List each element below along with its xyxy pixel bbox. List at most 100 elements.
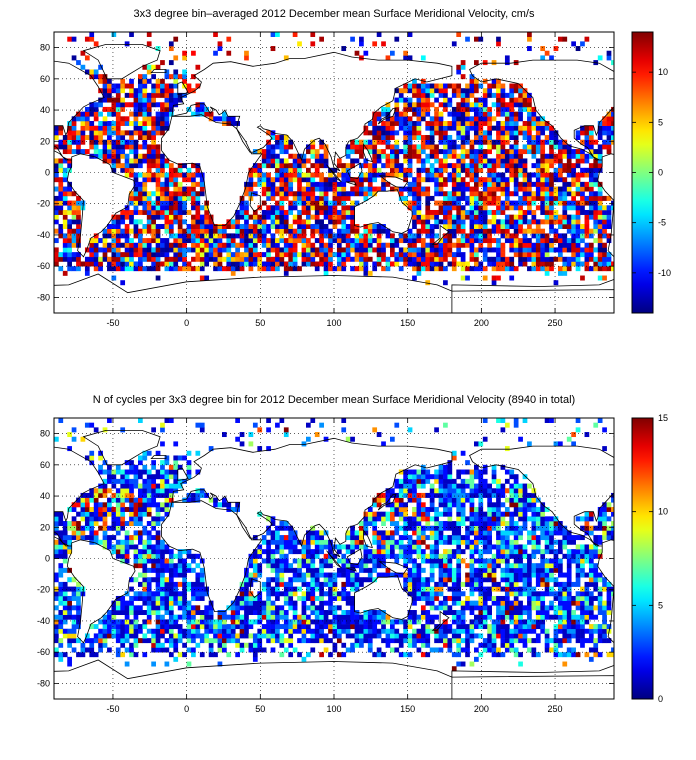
bin-cell	[412, 614, 417, 620]
bin-cell	[71, 139, 77, 145]
bin-cell	[558, 266, 563, 272]
bin-cell	[266, 195, 271, 201]
bin-cell	[155, 619, 161, 625]
bin-cell	[438, 200, 444, 206]
bin-cell	[540, 228, 546, 234]
bin-cell	[456, 64, 462, 70]
bin-cell	[522, 163, 528, 169]
bin-cell	[496, 595, 501, 601]
bin-cell	[283, 228, 289, 234]
bin-cell	[606, 214, 612, 220]
bin-cell	[283, 209, 289, 215]
bin-cell	[319, 619, 324, 625]
bin-cell	[84, 36, 90, 42]
bin-cell	[124, 158, 130, 164]
bin-cell	[195, 102, 201, 108]
bin-cell	[367, 256, 373, 262]
bin-cell	[496, 586, 501, 592]
bin-cell	[138, 97, 143, 103]
bin-cell	[403, 619, 408, 625]
bin-cell	[164, 209, 170, 215]
bin-cell	[606, 224, 612, 229]
bin-cell	[120, 102, 126, 108]
bin-cell	[451, 144, 457, 150]
bin-cell	[527, 610, 532, 615]
bin-cell	[553, 219, 559, 225]
bin-cell	[191, 647, 196, 653]
bin-cell	[244, 191, 249, 197]
bin-cell	[230, 619, 236, 625]
bin-cell	[487, 139, 492, 145]
bin-cell	[478, 158, 484, 164]
bin-cell	[482, 106, 488, 112]
bin-cell	[111, 32, 117, 37]
bin-cell	[115, 256, 121, 262]
bin-cell	[133, 163, 139, 169]
bin-cell	[544, 163, 550, 169]
bin-cell	[222, 111, 227, 117]
bin-cell	[504, 581, 510, 587]
bin-cell	[151, 209, 156, 215]
bin-cell	[107, 153, 112, 159]
bin-cell	[394, 106, 400, 112]
bin-cell	[345, 153, 351, 159]
bin-cell	[102, 88, 108, 94]
bin-cell	[292, 577, 298, 583]
bin-cell	[478, 266, 484, 272]
bin-cell	[456, 610, 462, 615]
bin-cell	[146, 581, 152, 587]
bin-cell	[115, 247, 121, 253]
bin-cell	[54, 261, 59, 267]
bin-cell	[407, 135, 413, 141]
bin-cell	[173, 219, 179, 225]
bin-cell	[416, 266, 422, 272]
bin-cell	[182, 614, 187, 620]
bin-cell	[403, 102, 408, 108]
bin-cell	[474, 619, 479, 625]
bin-cell	[394, 242, 400, 248]
bin-cell	[558, 36, 563, 42]
bin-cell	[58, 139, 64, 145]
bin-cell	[425, 624, 431, 630]
bin-cell	[491, 209, 497, 215]
bin-cell	[332, 624, 338, 630]
bin-cell	[491, 577, 497, 583]
bin-cell	[111, 238, 117, 244]
bin-cell	[469, 88, 475, 94]
bin-cell	[160, 60, 165, 66]
bin-cell	[102, 139, 108, 145]
bin-cell	[416, 270, 422, 276]
bin-cell	[456, 577, 462, 583]
bin-cell	[558, 233, 563, 239]
bin-cell	[257, 252, 263, 258]
bin-cell	[381, 172, 386, 178]
bin-cell	[292, 256, 298, 262]
bin-cell	[93, 153, 99, 159]
bin-cell	[584, 619, 590, 625]
bin-cell	[416, 125, 422, 131]
colorbar-tick-label: -10	[658, 268, 671, 278]
bin-cell	[558, 591, 563, 597]
bin-cell	[213, 247, 218, 253]
bin-cell	[363, 233, 369, 239]
bin-cell	[146, 247, 152, 253]
bin-cell	[487, 586, 492, 592]
bin-cell	[412, 261, 417, 267]
bin-cell	[341, 195, 347, 201]
bin-cell	[54, 172, 59, 178]
bin-cell	[107, 242, 112, 248]
bin-cell	[513, 233, 519, 239]
bin-cell	[244, 595, 249, 601]
bin-cell	[54, 167, 59, 173]
bin-cell	[602, 256, 607, 262]
bin-cell	[310, 567, 316, 573]
bin-cell	[345, 624, 351, 630]
bin-cell	[434, 116, 439, 122]
bin-cell	[213, 50, 218, 56]
bin-cell	[288, 252, 294, 258]
bin-cell	[133, 111, 139, 117]
bin-cell	[425, 125, 431, 131]
bin-cell	[151, 191, 156, 197]
bin-cell	[102, 642, 108, 648]
bin-cell	[447, 642, 453, 648]
